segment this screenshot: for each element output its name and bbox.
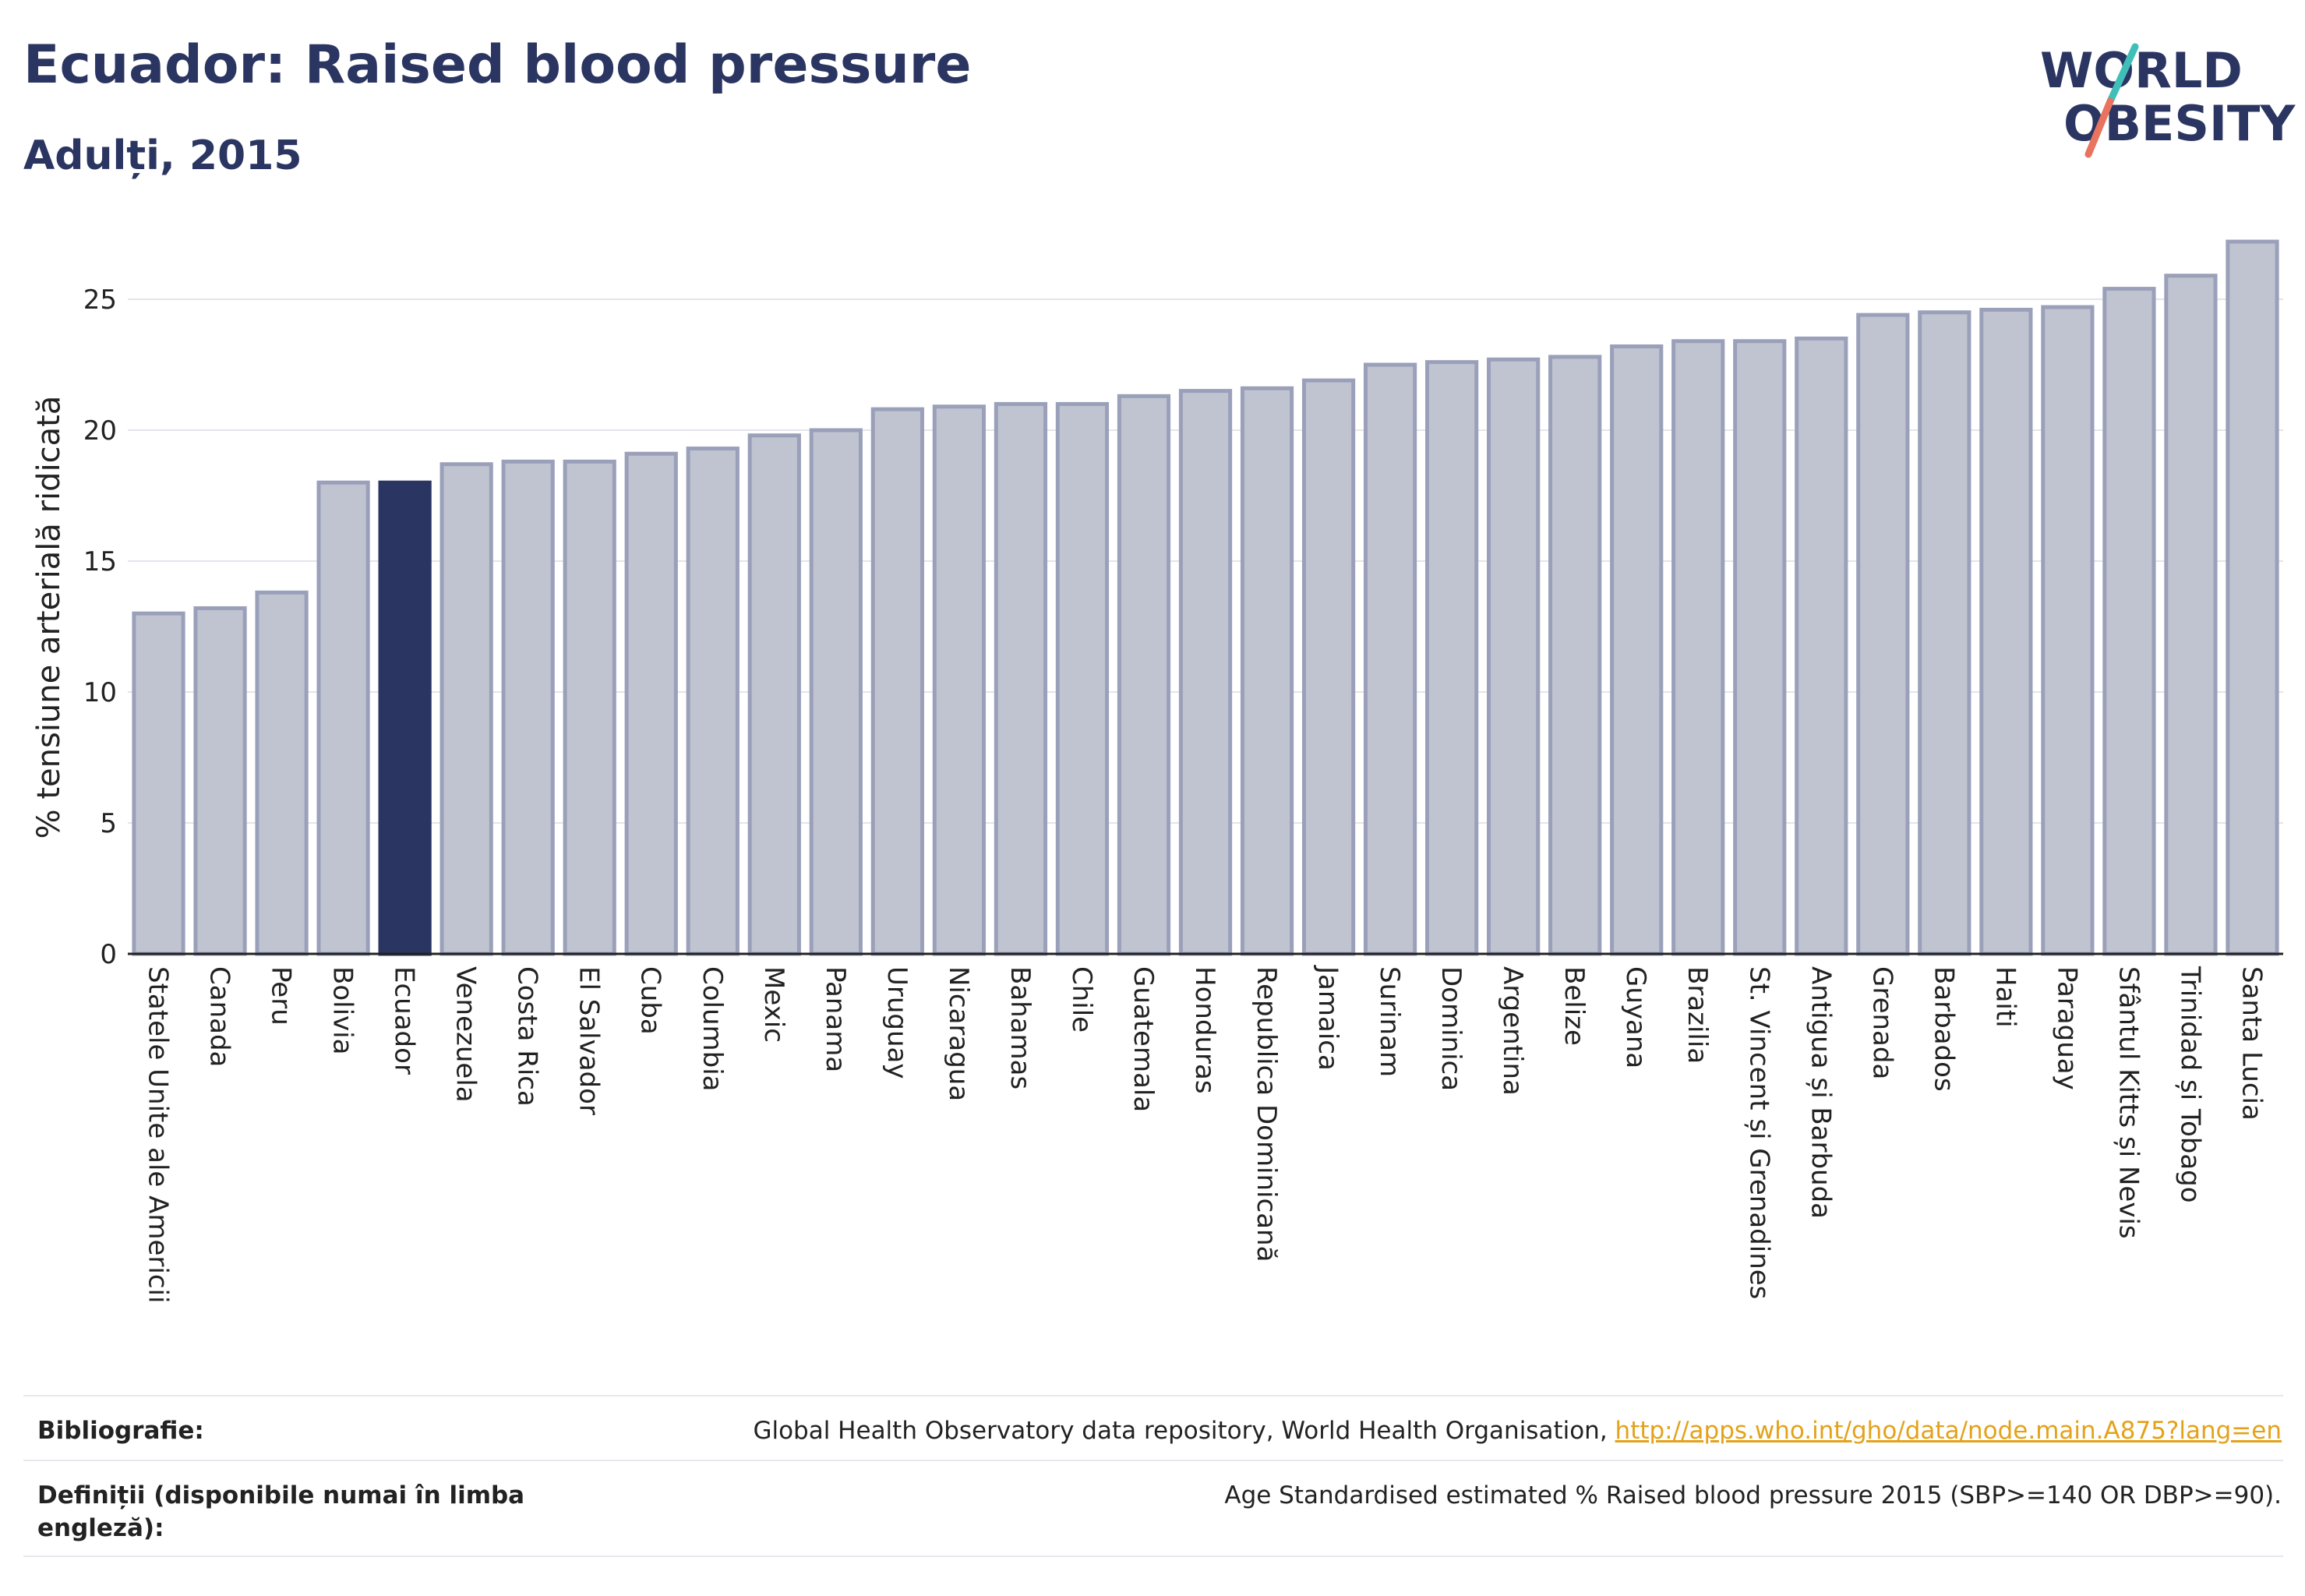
bar-uruguay[interactable] xyxy=(870,407,924,956)
footer-divider-top xyxy=(23,1395,2283,1396)
x-category-label: Honduras xyxy=(1189,966,1220,1094)
bar-bolivia[interactable] xyxy=(316,480,370,956)
x-category-label: Grenada xyxy=(1866,966,1897,1079)
bar-honduras[interactable] xyxy=(1178,389,1233,956)
bar-canada[interactable] xyxy=(193,606,247,956)
bar-ecuador[interactable] xyxy=(378,480,432,956)
x-category-label: Chile xyxy=(1066,966,1097,1033)
bar-columbia[interactable] xyxy=(686,447,740,956)
x-category-label: Canada xyxy=(204,966,235,1067)
x-category-label: Guyana xyxy=(1620,966,1651,1068)
logo-slash-bottom xyxy=(2084,97,2114,158)
bar-guatemala[interactable] xyxy=(1117,394,1171,956)
x-category-label: Antigua și Barbuda xyxy=(1805,966,1836,1219)
y-tick-label: 20 xyxy=(83,415,117,447)
x-category-label: Peru xyxy=(266,966,297,1026)
y-tick-label: 10 xyxy=(83,677,117,708)
bar-antigua-și-barbuda[interactable] xyxy=(1795,336,1848,956)
page-subtitle: Adulți, 2015 xyxy=(23,132,302,179)
bar-mexic[interactable] xyxy=(747,433,801,956)
bar-surinam[interactable] xyxy=(1363,362,1417,956)
x-category-label: Bolivia xyxy=(327,966,358,1054)
bar-el-salvador[interactable] xyxy=(563,459,616,956)
x-category-label: Republica Dominicană xyxy=(1251,966,1282,1262)
bar-panama[interactable] xyxy=(809,428,863,956)
x-category-label: Santa Lucia xyxy=(2236,966,2267,1121)
bar-chile[interactable] xyxy=(1055,401,1110,956)
x-axis-categories: Statele Unite ale Americii Canada Peru Boli… xyxy=(143,965,2268,1303)
logo-slash-top xyxy=(2106,43,2139,105)
x-category-label: Haiti xyxy=(1989,966,2021,1028)
x-category-label: Jamaica xyxy=(1312,965,1343,1071)
x-category-label: Surinam xyxy=(1374,966,1405,1077)
x-category-label: St. Vincent și Grenadines xyxy=(1743,966,1774,1299)
x-category-label: Costa Rica xyxy=(512,966,543,1107)
bar-chart: 0 5 10 15 20 25 Statele Unite ale Americii Can… xyxy=(31,239,2283,1303)
bar-peru[interactable] xyxy=(255,590,309,956)
x-category-label: Trinidad și Tobago xyxy=(2174,966,2205,1203)
x-category-label: Venezuela xyxy=(450,966,482,1103)
y-axis-title: % tensiune arterială ridicată xyxy=(31,396,67,839)
y-tick-label: 0 xyxy=(100,939,117,970)
bar-argentina[interactable] xyxy=(1487,357,1541,956)
x-category-label: Columbia xyxy=(697,966,728,1092)
footer-divider-bottom xyxy=(23,1555,2283,1557)
bibliography-value: Global Health Observatory data repositor… xyxy=(753,1414,2282,1447)
definitions-label: Definiții (disponibile numai în limba en… xyxy=(37,1481,525,1542)
bar-trinidad-și-tobago[interactable] xyxy=(2164,274,2218,956)
x-category-label: Ecuador xyxy=(389,966,420,1075)
bar-republica-dominicană[interactable] xyxy=(1240,386,1294,956)
bar-brazilia[interactable] xyxy=(1671,339,1725,956)
x-category-label: Cuba xyxy=(635,966,666,1035)
y-tick-label: 15 xyxy=(83,546,117,577)
footer-divider-middle xyxy=(23,1460,2283,1461)
bar-cuba[interactable] xyxy=(624,451,678,956)
bar-costa-rica[interactable] xyxy=(501,459,555,956)
x-category-label: Argentina xyxy=(1497,966,1528,1096)
x-category-label: Panama xyxy=(820,966,851,1072)
x-category-label: Uruguay xyxy=(881,966,912,1079)
x-category-label: Dominica xyxy=(1435,966,1467,1091)
bar-venezuela[interactable] xyxy=(439,462,493,956)
x-category-label: Barbados xyxy=(1928,966,1959,1092)
x-category-label: Statele Unite ale Americii xyxy=(143,966,174,1303)
bar-grenada[interactable] xyxy=(1856,312,1910,956)
bibliography-label: Bibliografie: xyxy=(37,1417,204,1445)
definitions-value: Age Standardised estimated % Raised bloo… xyxy=(1224,1481,2282,1509)
bar-st-vincent-și-grenadines[interactable] xyxy=(1733,339,1787,956)
bar-statele-unite-ale-americii[interactable] xyxy=(132,611,185,956)
bibliography-link[interactable]: http://apps.who.int/gho/data/node.main.A… xyxy=(1615,1417,2282,1445)
x-category-label: Belize xyxy=(1558,966,1590,1046)
bar-dominica[interactable] xyxy=(1425,360,1479,956)
x-category-label: Paraguay xyxy=(2051,966,2082,1090)
bar-haiti[interactable] xyxy=(1979,307,2033,956)
bar-belize[interactable] xyxy=(1548,355,1602,956)
x-category-label: Mexic xyxy=(758,966,789,1043)
bar-nicaragua[interactable] xyxy=(932,404,986,956)
bars xyxy=(132,239,2279,956)
y-axis-ticks: 0 5 10 15 20 25 xyxy=(83,284,117,970)
x-category-label: Brazilia xyxy=(1682,966,1713,1064)
x-category-label: El Salvador xyxy=(574,966,605,1115)
bar-santa-lucia[interactable] xyxy=(2226,239,2279,956)
world-obesity-logo: WORLD OBESITY xyxy=(2040,42,2296,158)
bar-sfântul-kitts-și-nevis[interactable] xyxy=(2102,287,2156,956)
logo-line1: WORLD xyxy=(2040,42,2243,99)
x-category-label: Sfântul Kitts și Nevis xyxy=(2113,966,2144,1239)
bibliography-text: Global Health Observatory data repositor… xyxy=(753,1417,1615,1445)
x-category-label: Nicaragua xyxy=(943,966,974,1101)
bar-jamaica[interactable] xyxy=(1301,378,1356,956)
bar-barbados[interactable] xyxy=(1918,310,1971,956)
page-title: Ecuador: Raised blood pressure xyxy=(23,34,972,96)
x-category-label: Guatemala xyxy=(1128,966,1159,1112)
bar-paraguay[interactable] xyxy=(2041,305,2095,956)
bar-bahamas[interactable] xyxy=(994,401,1048,956)
y-tick-label: 5 xyxy=(100,808,117,839)
x-category-label: Bahamas xyxy=(1004,966,1036,1089)
y-tick-label: 25 xyxy=(83,284,117,316)
bar-guyana[interactable] xyxy=(1610,344,1664,956)
